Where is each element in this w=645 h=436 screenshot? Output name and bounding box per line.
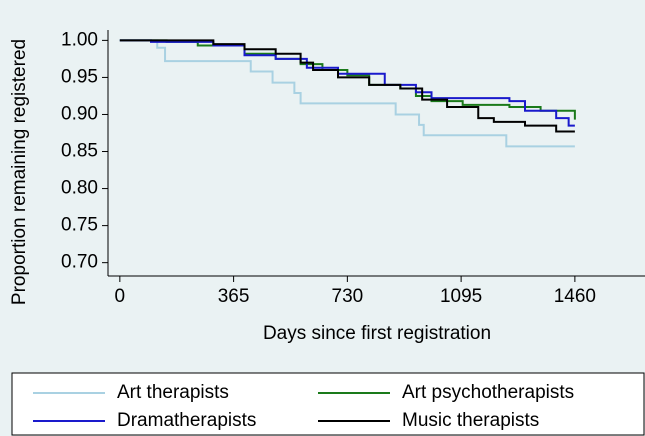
legend-label: Art therapists <box>117 382 229 403</box>
legend-box <box>11 372 645 436</box>
y-tick-label: 0.90 <box>61 103 98 124</box>
x-tick-label: 1095 <box>440 286 482 307</box>
survival-line <box>119 39 575 127</box>
y-tick-label: 1.00 <box>61 29 98 50</box>
x-axis-title: Days since first registration <box>263 323 491 344</box>
y-tick-label: 0.70 <box>61 252 98 273</box>
survival-line <box>119 39 575 148</box>
y-axis-title: Proportion remaining registered <box>9 39 30 305</box>
legend-label: Music therapists <box>402 410 539 431</box>
y-tick-label: 0.80 <box>61 178 98 199</box>
x-tick-label: 0 <box>115 286 126 307</box>
x-tick-label: 365 <box>218 286 250 307</box>
y-tick-label: 0.85 <box>61 141 98 162</box>
x-tick-label: 1460 <box>554 286 596 307</box>
y-tick-label: 0.95 <box>61 66 98 87</box>
survival-line <box>119 39 575 133</box>
y-tick-label: 0.75 <box>61 215 98 236</box>
legend-label: Art psychotherapists <box>402 382 574 403</box>
x-tick-label: 730 <box>332 286 364 307</box>
legend-label: Dramatherapists <box>117 410 256 431</box>
